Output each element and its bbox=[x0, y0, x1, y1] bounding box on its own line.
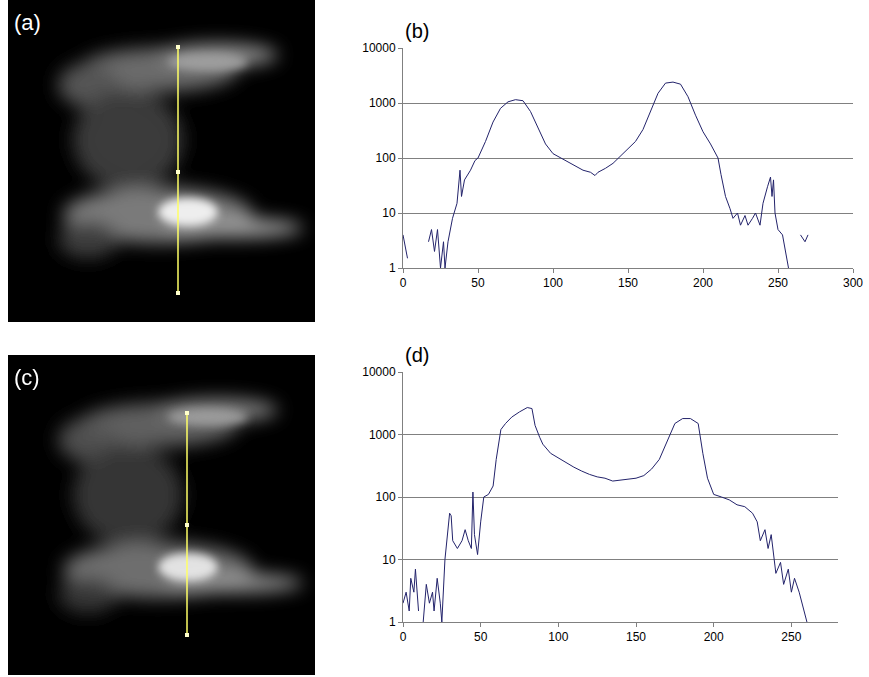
svg-text:10: 10 bbox=[382, 553, 396, 567]
svg-text:100: 100 bbox=[548, 630, 568, 644]
svg-text:(a): (a) bbox=[14, 10, 41, 35]
svg-text:200: 200 bbox=[704, 630, 724, 644]
svg-text:150: 150 bbox=[618, 276, 638, 290]
svg-text:250: 250 bbox=[768, 276, 788, 290]
svg-text:100: 100 bbox=[543, 276, 563, 290]
svg-text:(c): (c) bbox=[14, 365, 40, 390]
svg-text:10: 10 bbox=[382, 206, 396, 220]
svg-text:0: 0 bbox=[400, 276, 407, 290]
svg-text:100: 100 bbox=[376, 151, 396, 165]
svg-text:0: 0 bbox=[400, 630, 407, 644]
svg-text:50: 50 bbox=[474, 630, 488, 644]
svg-text:100: 100 bbox=[376, 490, 396, 504]
svg-text:150: 150 bbox=[626, 630, 646, 644]
svg-text:10000: 10000 bbox=[362, 41, 396, 55]
svg-text:1: 1 bbox=[389, 615, 396, 629]
svg-text:1: 1 bbox=[389, 261, 396, 275]
svg-text:50: 50 bbox=[471, 276, 485, 290]
svg-text:1000: 1000 bbox=[369, 428, 396, 442]
svg-text:200: 200 bbox=[693, 276, 713, 290]
svg-text:(d): (d) bbox=[405, 344, 429, 366]
svg-text:(b): (b) bbox=[405, 20, 429, 42]
svg-text:300: 300 bbox=[843, 276, 863, 290]
svg-text:250: 250 bbox=[781, 630, 801, 644]
svg-text:1000: 1000 bbox=[369, 96, 396, 110]
svg-text:10000: 10000 bbox=[362, 365, 396, 379]
